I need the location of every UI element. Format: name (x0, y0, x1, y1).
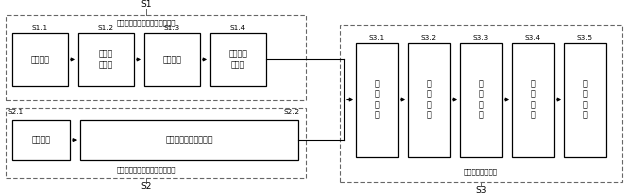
Text: S1.3: S1.3 (164, 25, 180, 31)
Text: S3.2: S3.2 (421, 35, 437, 41)
Bar (512, 43, 554, 157)
Bar (144, 33, 200, 86)
Text: 信
息
显
示: 信 息 显 示 (583, 79, 587, 120)
Text: 数据特
征变换: 数据特 征变换 (99, 50, 113, 69)
Bar (340, 25, 622, 182)
Text: 数
据
关
联: 数 据 关 联 (531, 79, 535, 120)
Text: S1.4: S1.4 (230, 25, 246, 31)
Bar (80, 120, 298, 160)
Bar (356, 43, 398, 157)
Text: S3.1: S3.1 (369, 35, 385, 41)
Bar (78, 33, 134, 86)
Text: 目标数据: 目标数据 (31, 55, 49, 64)
Text: S3: S3 (475, 186, 487, 195)
Text: S2: S2 (140, 182, 151, 191)
Text: 图像处理目标提取特征: 图像处理目标提取特征 (165, 136, 213, 144)
Text: 坐
标
变
换: 坐 标 变 换 (374, 79, 379, 120)
Text: 图像信息: 图像信息 (31, 136, 51, 144)
Bar (564, 43, 606, 157)
Text: S3.3: S3.3 (473, 35, 489, 41)
Text: S2.2: S2.2 (284, 109, 300, 115)
Text: S1.2: S1.2 (98, 25, 114, 31)
Bar (408, 43, 450, 157)
Text: 数据关联: 数据关联 (163, 55, 182, 64)
Text: S3.4: S3.4 (525, 35, 541, 41)
Text: S1: S1 (140, 0, 151, 9)
Bar (12, 33, 68, 86)
Text: 自适应滤
波预测: 自适应滤 波预测 (228, 50, 247, 69)
Text: S2.1: S2.1 (8, 109, 24, 115)
Bar (460, 43, 502, 157)
Text: 时
间
配
准: 时 间 配 准 (427, 79, 431, 120)
Bar (6, 108, 306, 178)
Text: S1.1: S1.1 (32, 25, 48, 31)
Bar (12, 120, 70, 160)
Text: 雷达视频信息融合: 雷达视频信息融合 (464, 169, 498, 175)
Text: 采集目标的图像信息和像素坐标: 采集目标的图像信息和像素坐标 (116, 167, 176, 173)
Bar (6, 15, 306, 99)
Text: S3.5: S3.5 (577, 35, 593, 41)
Text: 数
据
决
策: 数 据 决 策 (479, 79, 483, 120)
Bar (210, 33, 266, 86)
Text: 采集目标的目标数据和环境坐标: 采集目标的目标数据和环境坐标 (116, 19, 176, 26)
